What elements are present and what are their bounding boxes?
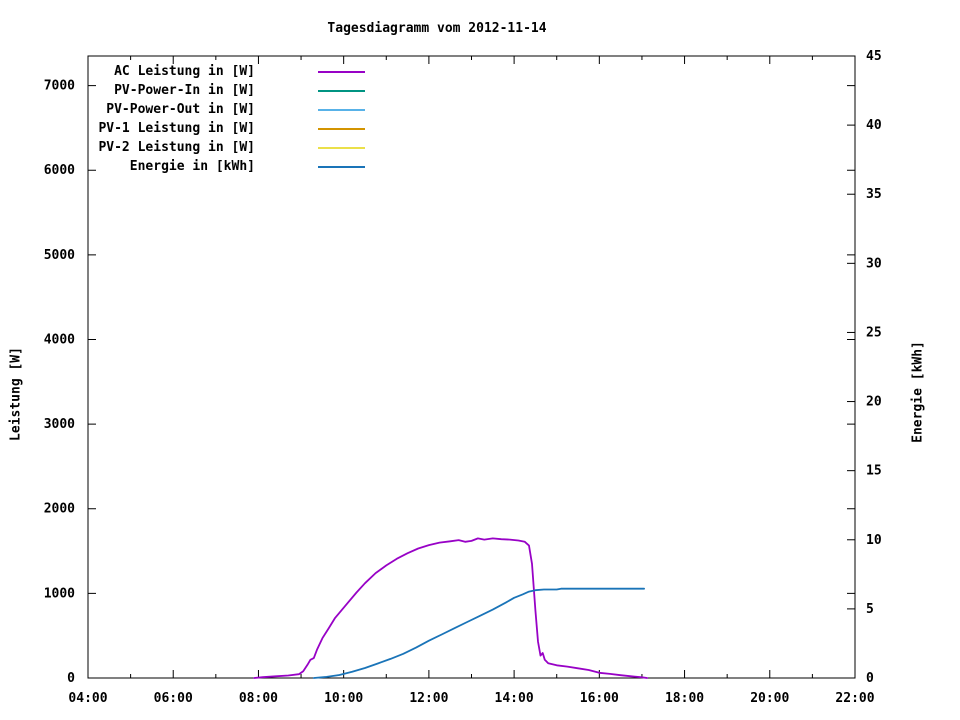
legend-item-pv-power-in: PV-Power-In in [W]	[0, 81, 365, 100]
x-tick-label: 06:00	[154, 691, 193, 706]
y-left-tick-label: 7000	[44, 79, 75, 94]
legend-item-pv1-leistung: PV-1 Leistung in [W]	[0, 119, 365, 138]
legend-line-swatch	[318, 108, 365, 111]
legend-line-swatch	[318, 70, 365, 73]
y-right-tick-label: 20	[866, 395, 882, 410]
legend-item-energie: Energie in [kWh]	[0, 157, 365, 176]
y-right-tick-label: 15	[866, 464, 882, 479]
y-right-tick-label: 25	[866, 325, 882, 340]
y-right-tick-label: 30	[866, 256, 882, 271]
y-left-tick-label: 6000	[44, 163, 75, 178]
y-right-tick-label: 35	[866, 187, 882, 202]
x-tick-label: 08:00	[239, 691, 278, 706]
legend: AC Leistung in [W] PV-Power-In in [W] PV…	[0, 62, 365, 176]
y-left-tick-label: 5000	[44, 248, 75, 263]
y-left-tick-label: 4000	[44, 332, 75, 347]
x-tick-label: 16:00	[580, 691, 619, 706]
legend-line-swatch	[318, 165, 365, 168]
legend-label: PV-Power-In in [W]	[114, 83, 255, 98]
x-tick-label: 20:00	[750, 691, 789, 706]
y-left-tick-label: 2000	[44, 502, 75, 517]
legend-item-pv2-leistung: PV-2 Leistung in [W]	[0, 138, 365, 157]
legend-item-ac-leistung: AC Leistung in [W]	[0, 62, 365, 81]
x-tick-label: 10:00	[324, 691, 363, 706]
legend-label: PV-2 Leistung in [W]	[98, 140, 255, 155]
x-tick-label: 22:00	[835, 691, 874, 706]
y-left-tick-label: 0	[67, 671, 75, 686]
series-line-energie	[312, 587, 645, 679]
x-tick-label: 14:00	[495, 691, 534, 706]
y-right-tick-label: 0	[866, 671, 874, 686]
y-left-tick-label: 3000	[44, 417, 75, 432]
y-right-tick-label: 40	[866, 118, 882, 133]
legend-label: AC Leistung in [W]	[114, 64, 255, 79]
x-tick-label: 12:00	[409, 691, 448, 706]
y-right-tick-label: 5	[866, 602, 874, 617]
legend-label: PV-1 Leistung in [W]	[98, 121, 255, 136]
series-line-ac-leistung	[253, 537, 648, 679]
chart-title: Tagesdiagramm vom 2012-11-14	[327, 21, 547, 36]
legend-line-swatch	[318, 89, 365, 92]
legend-label: Energie in [kWh]	[129, 159, 255, 174]
x-tick-label: 04:00	[68, 691, 107, 706]
x-tick-label: 18:00	[665, 691, 704, 706]
legend-line-swatch	[318, 146, 365, 149]
legend-label: PV-Power-Out in [W]	[106, 102, 255, 117]
y-left-tick-label: 1000	[44, 586, 75, 601]
legend-item-pv-power-out: PV-Power-Out in [W]	[0, 100, 365, 119]
y-right-tick-label: 10	[866, 533, 882, 548]
y-right-tick-label: 45	[866, 49, 882, 64]
legend-line-swatch	[318, 127, 365, 130]
